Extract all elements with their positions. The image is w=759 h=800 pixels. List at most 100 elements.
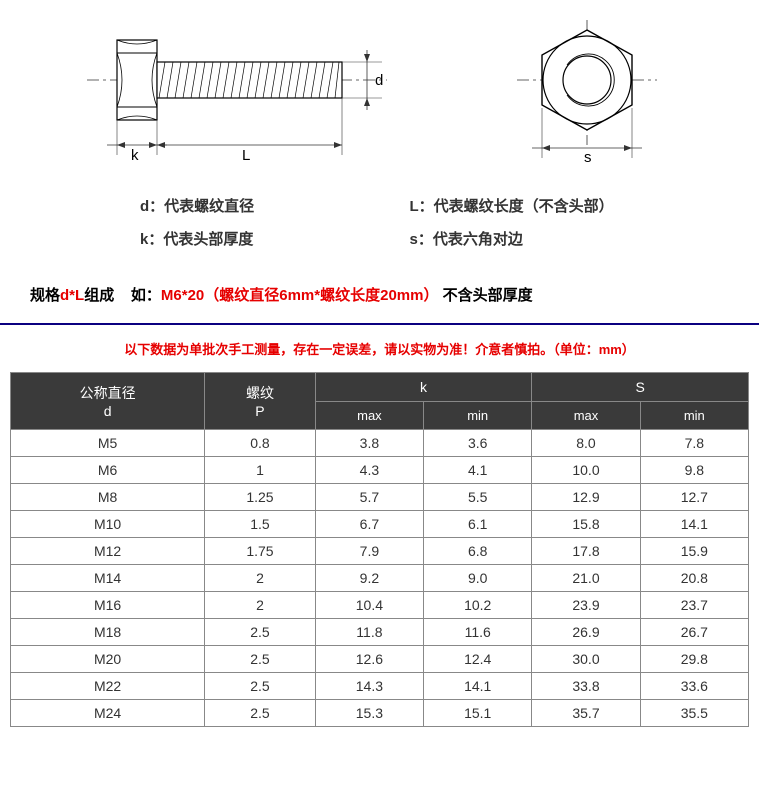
cell-p: 1	[205, 457, 316, 484]
cell-smin: 14.1	[640, 511, 748, 538]
table-row: M202.512.612.430.029.8	[11, 646, 749, 673]
cell-smin: 29.8	[640, 646, 748, 673]
table-row: M242.515.315.135.735.5	[11, 700, 749, 727]
cell-smax: 10.0	[532, 457, 640, 484]
cell-kmax: 3.8	[315, 430, 423, 457]
th-s: S	[532, 373, 749, 402]
cell-kmax: 5.7	[315, 484, 423, 511]
cell-p: 2	[205, 592, 316, 619]
th-p: 螺纹 P	[205, 373, 316, 430]
cell-smin: 26.7	[640, 619, 748, 646]
cell-smax: 26.9	[532, 619, 640, 646]
cell-p: 2.5	[205, 619, 316, 646]
th-d: 公称直径 d	[11, 373, 205, 430]
cell-p: 2	[205, 565, 316, 592]
legend-s: s：代表六角对边	[410, 228, 680, 249]
cell-kmin: 5.5	[424, 484, 532, 511]
cell-smax: 15.8	[532, 511, 640, 538]
dim-k-label: k	[131, 147, 139, 164]
table-row: M121.757.96.817.815.9	[11, 538, 749, 565]
cell-kmax: 11.8	[315, 619, 423, 646]
cell-kmin: 15.1	[424, 700, 532, 727]
spec-suffix: 不含头部厚度	[443, 287, 533, 304]
cell-p: 2.5	[205, 646, 316, 673]
cell-kmin: 12.4	[424, 646, 532, 673]
spec-compose: 组成	[84, 287, 114, 304]
bolt-front-view: s	[502, 20, 672, 170]
bolt-side-view: d k L	[87, 20, 407, 170]
spec-table: 公称直径 d 螺纹 P k S max min max min M50.83.8…	[10, 372, 749, 727]
cell-kmax: 9.2	[315, 565, 423, 592]
diagram-area: d k L s	[0, 0, 759, 180]
cell-smax: 30.0	[532, 646, 640, 673]
cell-d: M8	[11, 484, 205, 511]
cell-kmin: 14.1	[424, 673, 532, 700]
cell-d: M10	[11, 511, 205, 538]
cell-p: 2.5	[205, 700, 316, 727]
table-row: M16210.410.223.923.7	[11, 592, 749, 619]
cell-d: M12	[11, 538, 205, 565]
cell-smax: 8.0	[532, 430, 640, 457]
cell-kmin: 6.8	[424, 538, 532, 565]
cell-d: M22	[11, 673, 205, 700]
cell-smax: 23.9	[532, 592, 640, 619]
cell-d: M20	[11, 646, 205, 673]
spec-prefix: 规格	[30, 287, 60, 304]
table-row: M222.514.314.133.833.6	[11, 673, 749, 700]
cell-smax: 33.8	[532, 673, 640, 700]
cell-kmax: 12.6	[315, 646, 423, 673]
cell-p: 0.8	[205, 430, 316, 457]
spec-dL: d*L	[60, 287, 84, 304]
cell-kmin: 10.2	[424, 592, 532, 619]
table-row: M81.255.75.512.912.7	[11, 484, 749, 511]
legend-area: d：代表螺纹直径 L：代表螺纹长度（不含头部） k：代表头部厚度 s：代表六角对…	[0, 180, 759, 276]
cell-kmax: 7.9	[315, 538, 423, 565]
th-d-l2: d	[15, 403, 200, 419]
cell-kmax: 15.3	[315, 700, 423, 727]
cell-kmin: 3.6	[424, 430, 532, 457]
th-p-l2: P	[209, 403, 311, 419]
cell-d: M18	[11, 619, 205, 646]
legend-k: k：代表头部厚度	[140, 228, 410, 249]
spec-example-label: 如：	[131, 287, 161, 304]
th-smin: min	[640, 402, 748, 430]
th-k: k	[315, 373, 532, 402]
cell-kmin: 9.0	[424, 565, 532, 592]
spec-line: 规格d*L组成 如：M6*20（螺纹直径6mm*螺纹长度20mm） 不含头部厚度	[0, 276, 759, 325]
cell-kmin: 4.1	[424, 457, 532, 484]
cell-smin: 15.9	[640, 538, 748, 565]
cell-p: 1.75	[205, 538, 316, 565]
th-kmax: max	[315, 402, 423, 430]
cell-p: 1.5	[205, 511, 316, 538]
table-row: M101.56.76.115.814.1	[11, 511, 749, 538]
cell-d: M6	[11, 457, 205, 484]
cell-smax: 17.8	[532, 538, 640, 565]
spec-example-red: M6*20（螺纹直径6mm*螺纹长度20mm）	[161, 287, 439, 304]
cell-kmin: 6.1	[424, 511, 532, 538]
cell-p: 2.5	[205, 673, 316, 700]
legend-L: L：代表螺纹长度（不含头部）	[410, 195, 680, 216]
table-row: M1429.29.021.020.8	[11, 565, 749, 592]
table-row: M614.34.110.09.8	[11, 457, 749, 484]
cell-d: M5	[11, 430, 205, 457]
cell-kmax: 10.4	[315, 592, 423, 619]
th-kmin: min	[424, 402, 532, 430]
dim-d-label: d	[375, 72, 383, 89]
cell-smax: 35.7	[532, 700, 640, 727]
legend-d: d：代表螺纹直径	[140, 195, 410, 216]
cell-smin: 20.8	[640, 565, 748, 592]
dim-s-label: s	[584, 149, 592, 166]
cell-kmax: 14.3	[315, 673, 423, 700]
th-p-l1: 螺纹	[209, 383, 311, 403]
table-row: M182.511.811.626.926.7	[11, 619, 749, 646]
cell-d: M16	[11, 592, 205, 619]
cell-smin: 12.7	[640, 484, 748, 511]
cell-smin: 9.8	[640, 457, 748, 484]
cell-p: 1.25	[205, 484, 316, 511]
cell-smax: 12.9	[532, 484, 640, 511]
cell-smin: 35.5	[640, 700, 748, 727]
cell-d: M14	[11, 565, 205, 592]
cell-kmin: 11.6	[424, 619, 532, 646]
cell-kmax: 6.7	[315, 511, 423, 538]
th-smax: max	[532, 402, 640, 430]
